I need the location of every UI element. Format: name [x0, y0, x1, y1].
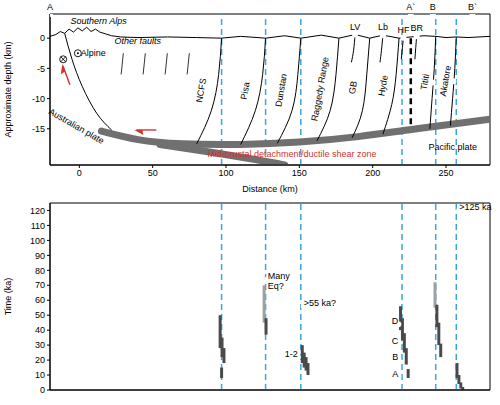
- svg-text:70: 70: [35, 280, 45, 290]
- svg-text:GB: GB: [347, 80, 359, 95]
- svg-text:BR: BR: [410, 23, 423, 33]
- svg-text:Pisa: Pisa: [239, 81, 252, 100]
- svg-text:1-2: 1-2: [285, 349, 298, 359]
- svg-text:200: 200: [365, 168, 380, 178]
- svg-text:A: A: [47, 2, 53, 12]
- svg-text:Mid-crustal detachment/ductile: Mid-crustal detachment/ductile shear zon…: [207, 149, 376, 159]
- svg-text:0: 0: [40, 33, 45, 43]
- svg-text:-15: -15: [32, 124, 45, 134]
- svg-text:150: 150: [292, 168, 307, 178]
- svg-text:-10: -10: [32, 94, 45, 104]
- svg-text:B: B: [430, 2, 436, 12]
- svg-text:HF: HF: [397, 25, 409, 35]
- svg-text:60: 60: [35, 295, 45, 305]
- svg-text:Southern Alps: Southern Alps: [71, 16, 128, 26]
- svg-text:90: 90: [35, 251, 45, 261]
- svg-text:Time (ka): Time (ka): [8, 278, 13, 316]
- svg-text:>125 ka: >125 ka: [459, 202, 491, 212]
- svg-text:Other faults: Other faults: [115, 36, 162, 46]
- svg-text:Pacific plate: Pacific plate: [428, 142, 477, 152]
- svg-text:Akatore: Akatore: [438, 65, 453, 97]
- svg-text:A: A: [392, 369, 398, 379]
- svg-text:0: 0: [77, 168, 82, 178]
- svg-text:-5: -5: [37, 64, 45, 74]
- svg-text:Dunstan: Dunstan: [273, 73, 289, 108]
- svg-text:30: 30: [35, 340, 45, 350]
- svg-text:10: 10: [35, 370, 45, 380]
- svg-text:120: 120: [30, 206, 45, 216]
- svg-text:A`: A`: [406, 2, 415, 12]
- svg-text:80: 80: [35, 266, 45, 276]
- svg-text:100: 100: [218, 168, 233, 178]
- svg-text:50: 50: [148, 168, 158, 178]
- svg-text:Alpine: Alpine: [81, 48, 106, 58]
- svg-text:Hyde: Hyde: [376, 74, 389, 96]
- svg-text:20: 20: [35, 355, 45, 365]
- svg-text:Australian plate: Australian plate: [47, 106, 106, 146]
- svg-text:Raggedy Range: Raggedy Range: [309, 56, 330, 122]
- svg-text:250: 250: [438, 168, 453, 178]
- svg-text:40: 40: [35, 325, 45, 335]
- svg-text:ManyEq?: ManyEq?: [268, 271, 291, 291]
- svg-text:Lb: Lb: [378, 22, 388, 32]
- svg-text:Approximate depth (km): Approximate depth (km): [8, 41, 13, 137]
- svg-text:>55 ka?: >55 ka?: [304, 298, 336, 308]
- svg-text:D: D: [392, 316, 399, 326]
- svg-text:Distance (km): Distance (km): [242, 184, 298, 194]
- svg-text:NCFS: NCFS: [194, 78, 208, 104]
- svg-text:LV: LV: [350, 22, 360, 32]
- svg-text:B`: B`: [468, 2, 477, 12]
- svg-text:110: 110: [31, 221, 45, 231]
- svg-text:100: 100: [30, 236, 45, 246]
- svg-text:0: 0: [40, 385, 45, 395]
- svg-text:C: C: [392, 336, 399, 346]
- svg-text:Tititi: Tititi: [419, 73, 432, 91]
- svg-text:B: B: [392, 352, 398, 362]
- svg-text:50: 50: [35, 310, 45, 320]
